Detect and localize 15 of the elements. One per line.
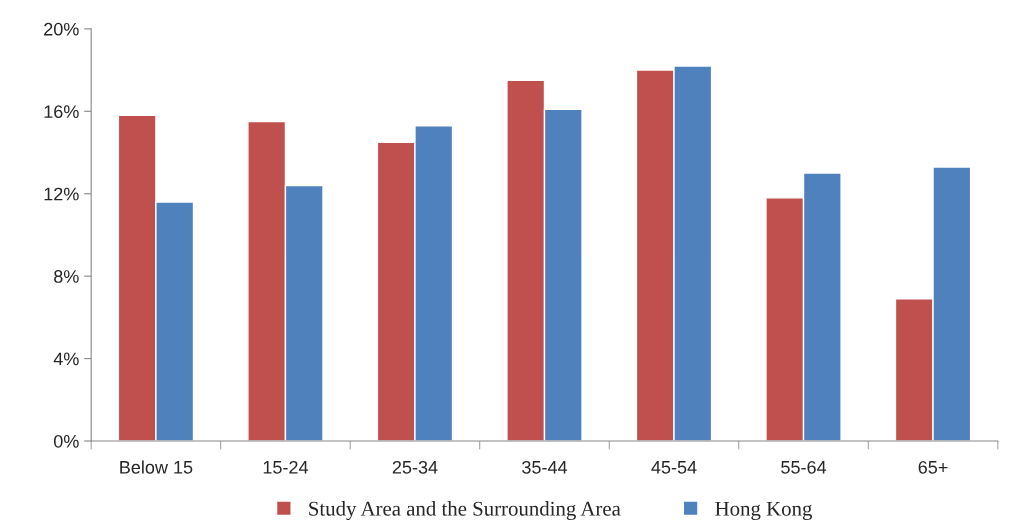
y-tick-label: 16% <box>44 105 79 119</box>
legend-label: Study Area and the Surrounding Area <box>309 501 621 521</box>
y-tick-label: 0% <box>53 434 79 448</box>
y-tick-label: 8% <box>54 270 79 283</box>
y-tick-label: 20% <box>44 22 79 36</box>
x-tick-label: 55-64 <box>781 460 827 474</box>
y-tick-label: 12% <box>44 187 79 201</box>
x-tick-label: 25-34 <box>392 460 438 474</box>
x-tick-label: 65+ <box>918 460 948 474</box>
x-tick-label: 35-44 <box>522 460 568 474</box>
x-tick-label: 45-54 <box>651 461 697 474</box>
x-tick-label: 15-24 <box>263 460 309 474</box>
legend-label: Hong Kong <box>715 501 812 521</box>
y-tick-label: 4% <box>53 352 79 366</box>
x-tick-label: Below 15 <box>120 460 193 474</box>
